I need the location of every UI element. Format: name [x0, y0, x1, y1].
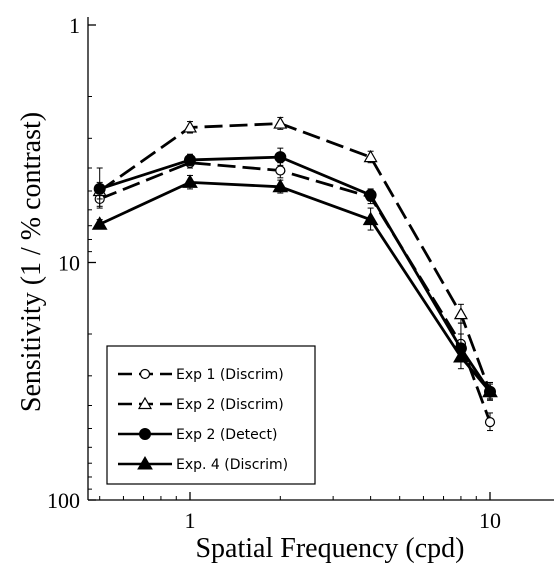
- legend: Exp 1 (Discrim) Exp 2 (Discrim) Exp 2 (Det…: [106, 345, 316, 485]
- x-tick-label: 10: [479, 508, 501, 533]
- data-point: [91, 216, 108, 230]
- data-point: [363, 149, 378, 163]
- x-tick-labels: 1 10: [185, 508, 502, 533]
- series-line: [99, 161, 492, 423]
- legend-entry-1: Exp 1 (Discrim): [118, 367, 284, 383]
- series-layer: [91, 116, 498, 432]
- data-point: [275, 165, 286, 176]
- data-point: [272, 178, 289, 193]
- y-axis-label: Sensitivity (1 / % contrast): [16, 112, 47, 412]
- data-point: [482, 383, 498, 398]
- legend-label: Exp 2 (Discrim): [176, 397, 284, 413]
- legend-marker: [137, 396, 153, 410]
- data-point: [274, 151, 287, 164]
- series-line: [98, 122, 492, 393]
- legend-entry-3: Exp 2 (Detect): [118, 427, 277, 443]
- y-tick-label: 10: [58, 251, 80, 276]
- legend-marker: [139, 368, 151, 380]
- legend-marker: [139, 428, 151, 440]
- data-point: [184, 153, 196, 166]
- data-point: [484, 417, 496, 428]
- legend-entry-2: Exp 2 (Discrim): [118, 396, 284, 413]
- legend-entries: Exp 1 (Discrim) Exp 2 (Discrim) Exp 2 (Det…: [118, 367, 288, 473]
- x-axis-label: Spatial Frequency (cpd): [195, 533, 464, 564]
- data-point: [182, 120, 198, 133]
- x-tick-label: 1: [185, 508, 196, 533]
- series-4: [91, 174, 498, 400]
- axes: [87, 17, 554, 501]
- legend-box: [106, 345, 316, 485]
- y-tick-labels: 1 10 100: [47, 13, 80, 513]
- legend-marker: [137, 456, 153, 470]
- legend-entry-4: Exp. 4 (Discrim): [118, 456, 288, 473]
- data-point: [453, 349, 469, 363]
- data-point: [93, 182, 106, 195]
- y-tick-label: 100: [47, 488, 80, 513]
- data-point: [364, 189, 377, 202]
- data-point: [182, 174, 198, 188]
- y-tick-label: 1: [69, 13, 80, 38]
- legend-label: Exp 2 (Detect): [176, 427, 277, 443]
- legend-label: Exp. 4 (Discrim): [176, 457, 288, 473]
- data-point: [362, 211, 379, 226]
- series-line: [99, 155, 492, 393]
- legend-label: Exp 1 (Discrim): [176, 367, 284, 383]
- data-point: [273, 116, 288, 129]
- data-point: [453, 306, 468, 320]
- series-line: [99, 181, 492, 393]
